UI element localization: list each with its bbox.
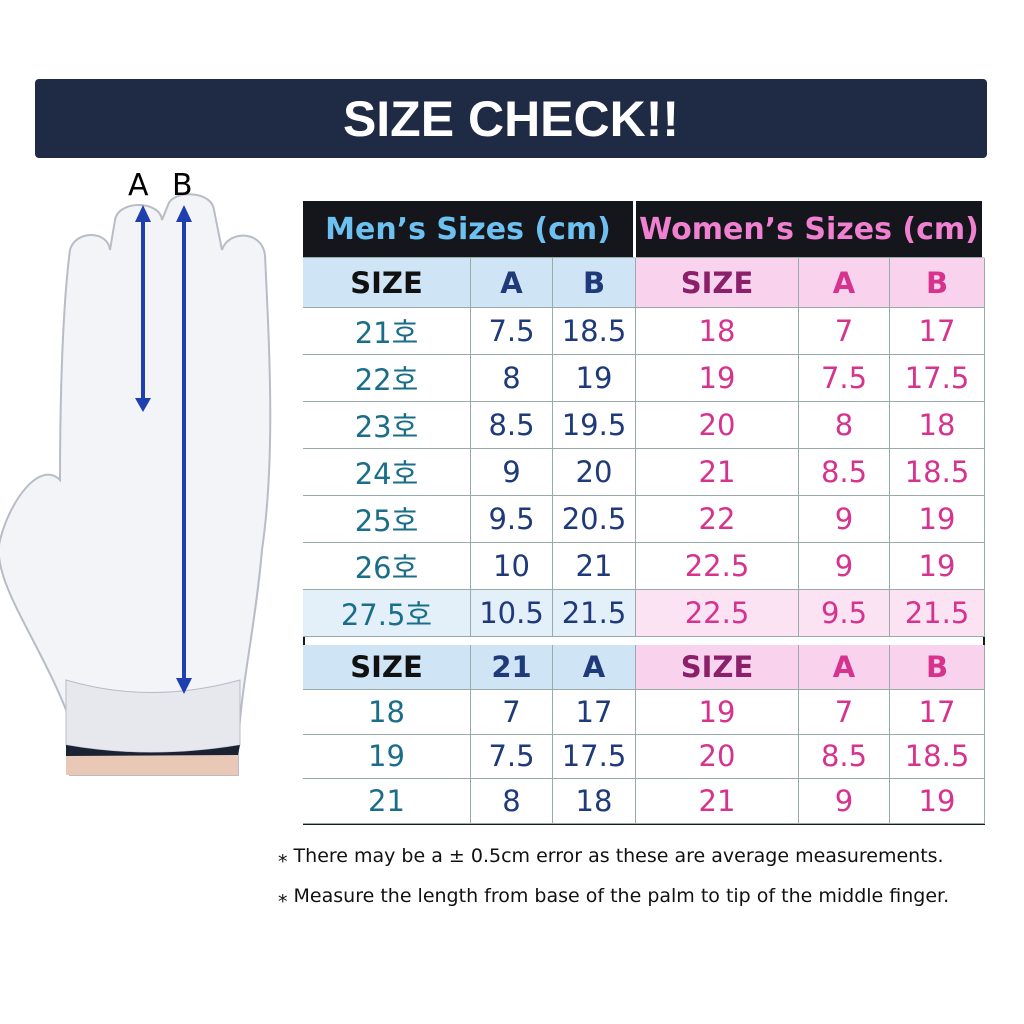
table-cell: 24호 — [303, 449, 471, 496]
section-title: Women’s Sizes (cm) — [636, 201, 985, 258]
table-cell: 22.5 — [636, 590, 799, 637]
table-cell: 19.5 — [553, 402, 636, 449]
table-cell: 17 — [890, 308, 985, 355]
note: ⁎ There may be a ± 0.5cm error as these … — [278, 845, 944, 867]
table-cell: 20 — [636, 734, 799, 779]
table-cell: 23호 — [303, 402, 471, 449]
column-header: SIZE — [636, 645, 799, 690]
table-cell: 20 — [636, 402, 799, 449]
table-cell: 18 — [890, 402, 985, 449]
table-cell: 9 — [799, 779, 890, 824]
table-cell: 18 — [553, 779, 636, 824]
section-title: Men’s Sizes (cm) — [303, 201, 636, 258]
table-cell: 22 — [636, 496, 799, 543]
column-header: SIZE — [303, 258, 471, 308]
table-cell: 17.5 — [890, 355, 985, 402]
table-cell: 9 — [799, 496, 890, 543]
table-cell: 18.5 — [553, 308, 636, 355]
table-cell: 8 — [471, 779, 553, 824]
table-cell: 19 — [553, 355, 636, 402]
table-cell: 19 — [636, 690, 799, 735]
table-cell: 8.5 — [799, 734, 890, 779]
table-cell: 7 — [799, 690, 890, 735]
table-cell: 22.5 — [636, 543, 799, 590]
table-cell: 21 — [636, 449, 799, 496]
table-cell: 19 — [890, 779, 985, 824]
table-cell: 10 — [471, 543, 553, 590]
table-cell: 21 — [553, 543, 636, 590]
table-cell: 26호 — [303, 543, 471, 590]
table-cell: 7 — [799, 308, 890, 355]
table-cell: 9.5 — [471, 496, 553, 543]
table-cell: 8 — [799, 402, 890, 449]
table-cell: 8.5 — [799, 449, 890, 496]
table-cell: 17 — [553, 690, 636, 735]
table-cell: 21.5 — [553, 590, 636, 637]
table-cell: 18.5 — [890, 734, 985, 779]
table-cell: 9 — [471, 449, 553, 496]
table-cell: 22호 — [303, 355, 471, 402]
table-cell: 21호 — [303, 308, 471, 355]
table-cell: 17.5 — [553, 734, 636, 779]
table-cell: 9 — [799, 543, 890, 590]
glove-label: B — [172, 168, 193, 203]
table-cell: 7.5 — [471, 734, 553, 779]
table-cell: 18.5 — [890, 449, 985, 496]
table-cell: 19 — [890, 543, 985, 590]
column-header: A — [799, 258, 890, 308]
column-header: B — [890, 258, 985, 308]
table-cell: 18 — [636, 308, 799, 355]
table-cell: 7.5 — [471, 308, 553, 355]
column-header: B — [553, 258, 636, 308]
table-cell: 7 — [471, 690, 553, 735]
table-cell: 20 — [553, 449, 636, 496]
table-cell: 10.5 — [471, 590, 553, 637]
table-cell: 7.5 — [799, 355, 890, 402]
table-cell: 21 — [636, 779, 799, 824]
column-header: A — [471, 258, 553, 308]
column-header: 21 — [471, 645, 553, 690]
column-header: SIZE — [636, 258, 799, 308]
title-banner: SIZE CHECK!! — [35, 79, 987, 158]
glove-label: A — [128, 168, 149, 203]
column-header: B — [890, 645, 985, 690]
table-cell: 18 — [303, 690, 471, 735]
table-cell: 8.5 — [471, 402, 553, 449]
table-cell: 21.5 — [890, 590, 985, 637]
glove-illustration — [0, 193, 272, 776]
table-cell: 19 — [890, 496, 985, 543]
table-cell: 8 — [471, 355, 553, 402]
column-header: SIZE — [303, 645, 471, 690]
table-cell: 9.5 — [799, 590, 890, 637]
table-cell: 19 — [636, 355, 799, 402]
table-cell: 25호 — [303, 496, 471, 543]
table-cell: 21 — [303, 779, 471, 824]
table-cell: 20.5 — [553, 496, 636, 543]
table-cell: 19 — [303, 734, 471, 779]
column-header: A — [553, 645, 636, 690]
table-cell: 17 — [890, 690, 985, 735]
column-header: A — [799, 645, 890, 690]
table-cell: 27.5호 — [303, 590, 471, 637]
note: ⁎ Measure the length from base of the pa… — [278, 885, 950, 907]
